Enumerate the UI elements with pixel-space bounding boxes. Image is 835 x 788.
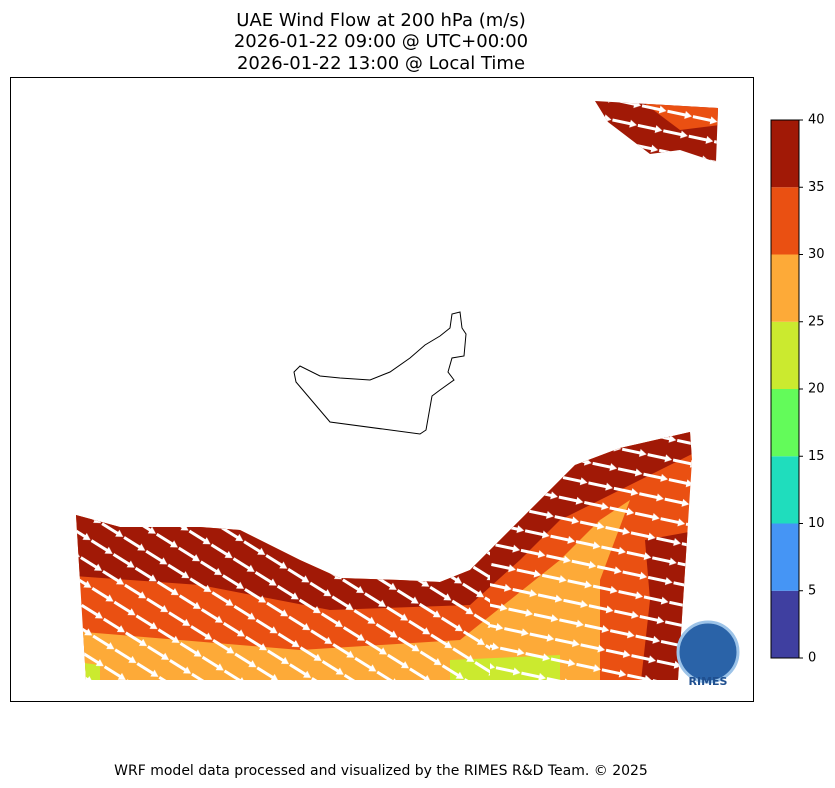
logo: RIMES [676,620,740,688]
colorbar-tick-label: 30 [808,247,825,262]
title: 2026-01-22 09:00 @ UTC+00:00 [234,31,528,52]
wind-field-north [595,101,718,162]
colorbar-segment [771,187,799,255]
colorbar-tick-label: 0 [808,651,816,666]
footer: WRF model data processed and visualized … [114,763,648,779]
colorbar: 0 5 10 15 20 25 30 35 40 [770,113,825,666]
colorbar-segment [771,120,799,188]
map-frame [10,77,754,702]
logo-text: RIMES [689,675,728,688]
colorbar-tick-label: 20 [808,382,825,397]
title: 2026-01-22 13:00 @ Local Time [237,53,525,74]
colorbar-tick-label: 35 [808,180,825,195]
colorbar-segment [771,590,799,658]
colorbar-tick-label: 10 [808,516,825,531]
colorbar-segment [771,389,799,457]
colorbar-segment [771,523,799,591]
title: UAE Wind Flow at 200 hPa (m/s) [236,10,525,31]
colorbar-segment [771,254,799,322]
colorbar-tick-label: 15 [808,449,825,464]
colorbar-tick-label: 5 [808,583,816,598]
colorbar-segment [771,321,799,389]
colorbar-tick-label: 40 [808,113,825,128]
wind-field-south [76,432,692,680]
colorbar-tick-label: 25 [808,314,825,329]
colorbar-segment [771,456,799,524]
uae-outline [293,311,467,435]
